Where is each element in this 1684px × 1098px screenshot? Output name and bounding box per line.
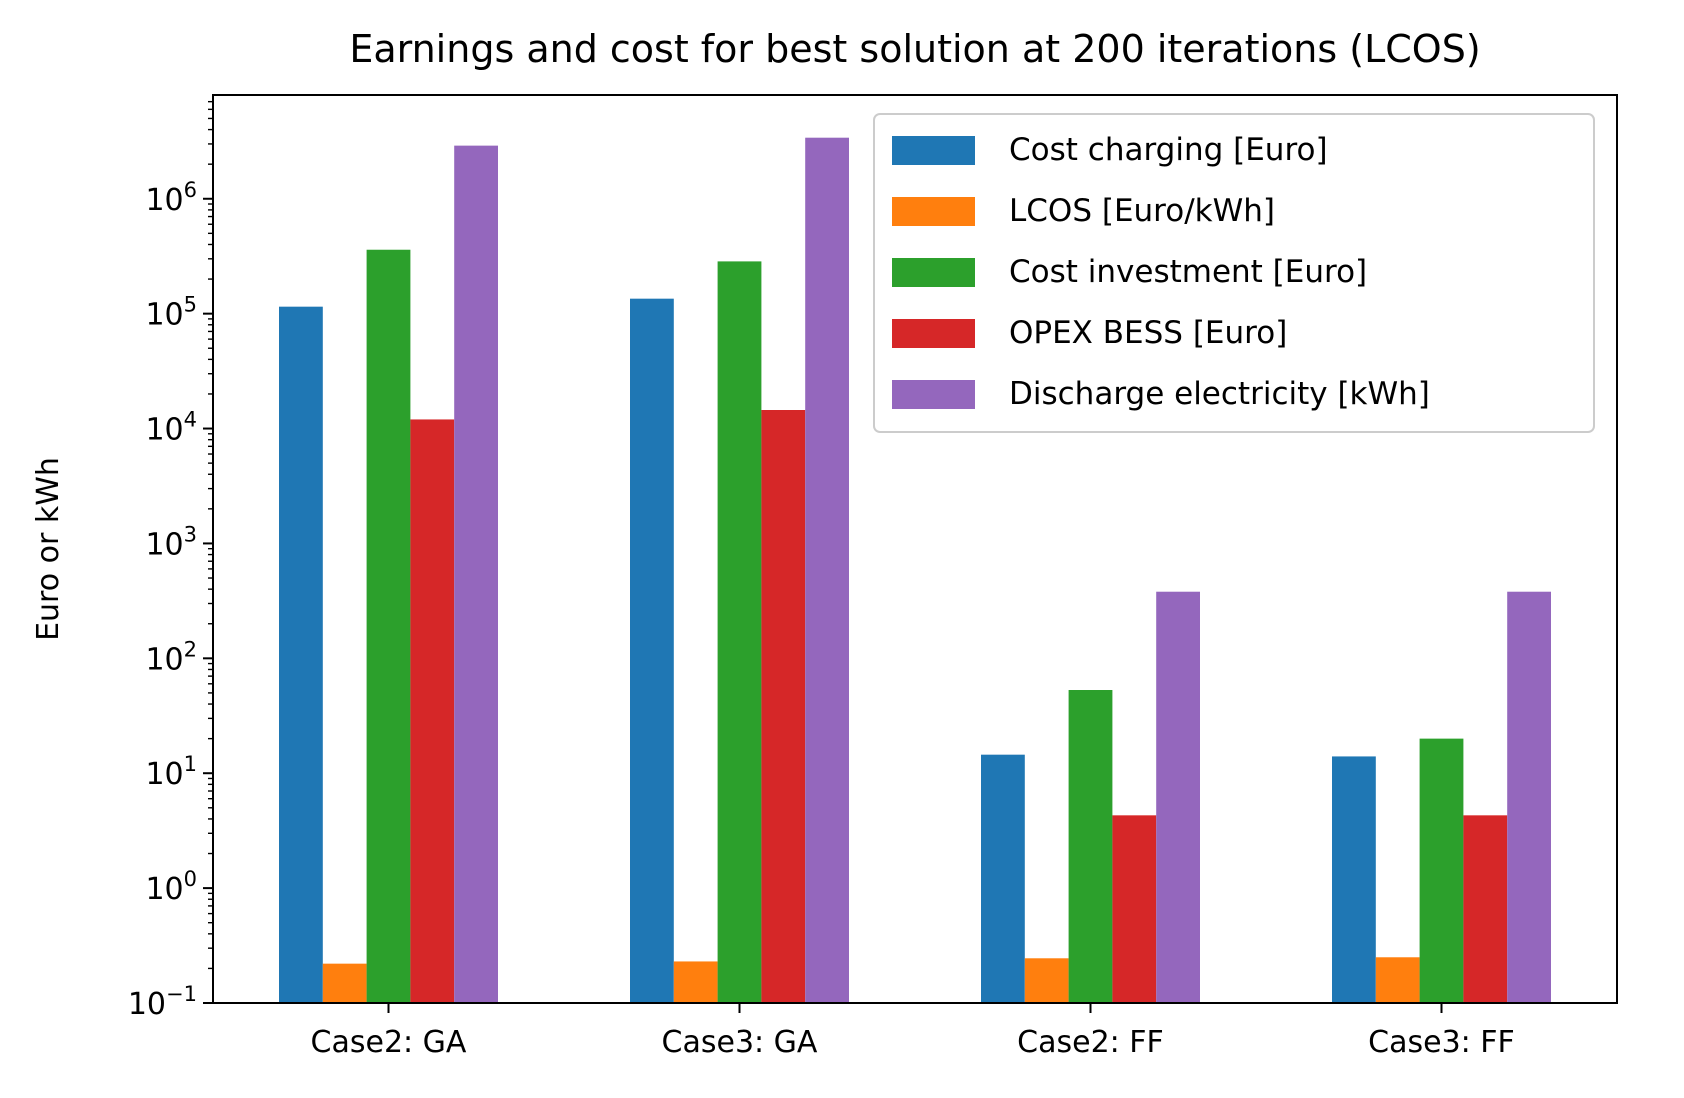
bar-2-2 (673, 961, 718, 1003)
y-tick-label: 100 (145, 867, 197, 907)
bar-4-2 (761, 410, 806, 1003)
bar-5-1 (454, 145, 498, 1003)
legend: Cost charging [Euro] LCOS [Euro/kWh] Cost … (873, 113, 1595, 433)
x-tick-label: Case3: GA (662, 1025, 818, 1060)
bar-5-2 (805, 137, 849, 1003)
x-axis-ticks: Case2: GA Case3: GA Case2: FF Case3: FF (311, 1003, 1515, 1060)
legend-swatch-3 (892, 258, 975, 287)
bar-4-1 (410, 419, 455, 1004)
y-tick-label: 102 (145, 637, 197, 677)
bar-3-3 (1068, 690, 1113, 1003)
bar-1-1 (279, 306, 323, 1004)
legend-label-1: Cost charging [Euro] (1009, 132, 1328, 168)
plot-frame (212, 94, 1618, 1004)
y-tick-label: 105 (145, 293, 197, 333)
bar-1-3 (981, 754, 1025, 1003)
x-tick-label: Case2: GA (311, 1025, 467, 1060)
y-major-ticks: 10−1 100 101 102 103 104 105 106 (128, 178, 213, 1022)
legend-swatch-4 (892, 319, 975, 348)
legend-label-3: Cost investment [Euro] (1009, 254, 1367, 290)
x-tick-label: Case3: FF (1368, 1025, 1515, 1060)
bar-4-4 (1463, 815, 1508, 1003)
bar-3-2 (717, 261, 762, 1003)
bar-1-4 (1332, 756, 1376, 1003)
y-tick-label: 106 (145, 178, 197, 218)
y-tick-label: 103 (145, 522, 197, 562)
bar-5-3 (1156, 591, 1200, 1003)
bar-4-3 (1112, 815, 1157, 1003)
y-tick-label: 10−1 (128, 982, 197, 1022)
bar-2-3 (1024, 958, 1069, 1003)
legend-box (873, 113, 1595, 433)
y-axis-label: Euro or kWh (31, 457, 66, 641)
bar-2-4 (1375, 957, 1420, 1003)
legend-swatch-2 (892, 197, 975, 226)
legend-swatch-5 (892, 380, 975, 409)
bar-2-1 (322, 963, 367, 1003)
y-tick-label: 101 (145, 752, 197, 792)
bar-3-1 (366, 249, 411, 1003)
legend-swatch-1 (892, 136, 975, 165)
legend-label-4: OPEX BESS [Euro] (1009, 315, 1287, 351)
legend-label-2: LCOS [Euro/kWh] (1009, 193, 1275, 229)
bar-3-4 (1419, 738, 1464, 1003)
bars-group (279, 137, 1551, 1004)
legend-label-5: Discharge electricity [kWh] (1009, 376, 1430, 412)
bar-1-2 (630, 298, 674, 1003)
chart-title: Earnings and cost for best solution at 2… (349, 27, 1480, 71)
y-tick-label: 104 (145, 408, 197, 448)
bar-5-4 (1507, 591, 1551, 1003)
x-tick-label: Case2: FF (1017, 1025, 1164, 1060)
